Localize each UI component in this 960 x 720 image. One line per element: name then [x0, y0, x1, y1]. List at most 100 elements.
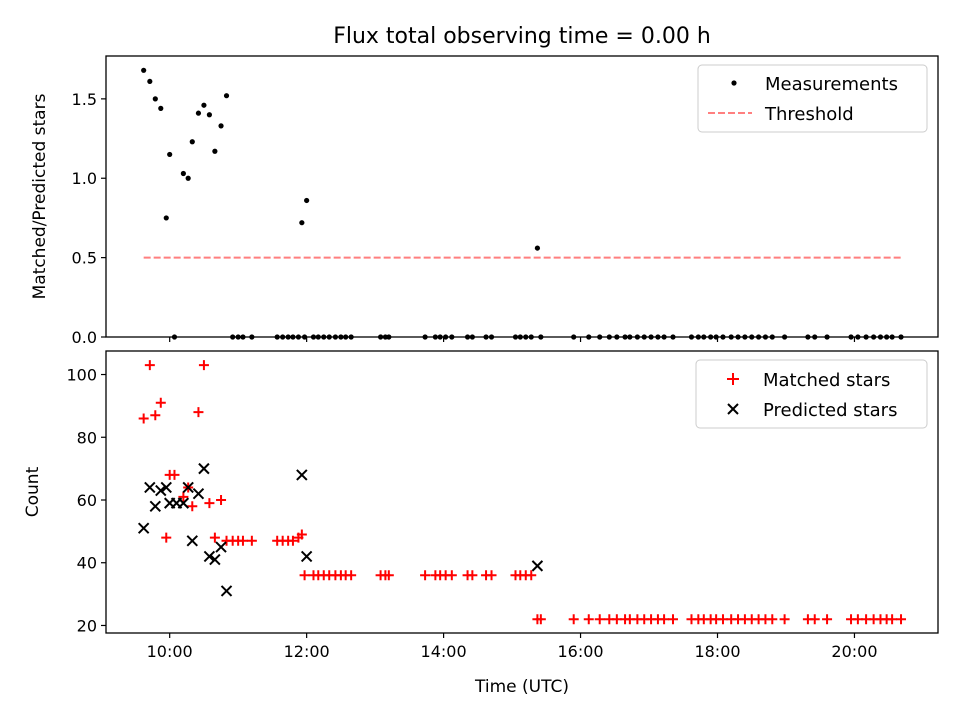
- matched-star-point: [193, 407, 204, 418]
- matched-star-point: [535, 614, 546, 625]
- top-y-tick-label: 1.5: [72, 90, 97, 109]
- measurement-point: [299, 220, 305, 226]
- predicted-star-point: [177, 497, 190, 509]
- matched-star-point: [346, 570, 357, 581]
- measurement-point: [206, 112, 213, 118]
- bottom-plot-marks: [137, 360, 907, 625]
- legend-measurements-label: Measurements: [765, 74, 898, 95]
- measurement-point: [185, 175, 191, 181]
- chart-title: Flux total observing time = 0.00 h: [333, 24, 711, 49]
- legend-threshold-label: Threshold: [764, 104, 854, 125]
- top-y-tick-label: 1.0: [72, 169, 97, 188]
- predicted-star-point: [137, 522, 150, 534]
- matched-star-point: [299, 570, 310, 581]
- legend-measurements-marker: [731, 80, 737, 86]
- bottom-y-tick-label: 40: [77, 554, 97, 573]
- matched-star-point: [178, 491, 189, 502]
- measurement-point: [167, 151, 173, 158]
- measurement-point: [147, 78, 153, 85]
- legend-matched-marker: [727, 373, 739, 385]
- matched-star-point: [246, 535, 257, 546]
- matched-star-point: [287, 535, 298, 546]
- matched-star-point: [822, 614, 833, 625]
- predicted-star-point: [220, 585, 233, 597]
- x-tick-label: 16:00: [557, 642, 603, 661]
- matched-star-point: [659, 614, 670, 625]
- matched-star-point: [486, 570, 497, 581]
- matched-star-point: [568, 614, 579, 625]
- bottom-legend-box: [695, 359, 928, 429]
- legend-matched-label: Matched stars: [763, 370, 890, 391]
- legend-predicted-label: Predicted stars: [763, 400, 897, 421]
- top-axes: 0.0 0.5 1.0 1.5: [72, 90, 856, 347]
- bottom-panel: 20 40 60 80 100 10:00 12:00 14:00 16:00 18:00 20:0…: [23, 350, 939, 697]
- matched-star-point: [155, 397, 166, 408]
- matched-star-point: [420, 570, 431, 581]
- measurement-point: [212, 148, 218, 154]
- x-axis-label: Time (UTC): [474, 677, 569, 697]
- matched-star-point: [209, 532, 220, 543]
- matched-star-point: [169, 469, 180, 480]
- predicted-star-point: [531, 560, 544, 572]
- predicted-star-point: [209, 553, 221, 566]
- matched-star-point: [809, 614, 820, 625]
- predicted-star-point: [182, 481, 194, 494]
- x-tick-label: 10:00: [147, 642, 193, 661]
- top-plot-marks: [141, 67, 904, 340]
- bottom-y-tick-label: 80: [77, 428, 97, 447]
- bottom-legend: Matched stars Predicted stars: [695, 359, 928, 429]
- matched-star-point: [467, 570, 478, 581]
- matched-star-point: [216, 494, 227, 505]
- matched-star-point: [204, 498, 215, 509]
- matched-star-point: [383, 570, 394, 581]
- measurement-point: [189, 139, 195, 145]
- top-legend-box: [697, 64, 928, 133]
- top-y-axis-label: Matched/Predicted stars: [30, 93, 50, 299]
- bottom-axes-frame: [105, 350, 939, 634]
- matched-star-point: [187, 501, 198, 512]
- measurement-point: [180, 170, 186, 177]
- measurement-point: [304, 197, 310, 204]
- x-tick-label: 20:00: [831, 642, 877, 661]
- predicted-star-point: [160, 481, 172, 494]
- matched-star-point: [583, 614, 594, 625]
- predicted-star-point: [296, 469, 308, 481]
- matched-star-point: [896, 614, 907, 625]
- top-axes-frame: [105, 55, 939, 338]
- x-tick-label: 14:00: [421, 642, 467, 661]
- predicted-star-point: [155, 484, 167, 497]
- bottom-y-axis-label: Count: [23, 466, 43, 517]
- measurement-point: [223, 93, 230, 99]
- predicted-star-point: [215, 541, 227, 553]
- matched-star-point: [138, 413, 149, 424]
- matched-star-point: [237, 535, 248, 546]
- predicted-star-point: [203, 550, 216, 563]
- matched-star-point: [161, 532, 172, 543]
- matched-star-point: [667, 614, 678, 625]
- bottom-y-tick-label: 60: [77, 491, 97, 510]
- top-legend: Measurements Threshold: [697, 64, 928, 133]
- measurement-point: [141, 67, 147, 73]
- top-panel: 0.0 0.5 1.0 1.5 Matched/Predicted stars Mea…: [30, 55, 939, 347]
- matched-star-point: [594, 614, 605, 625]
- matched-star-point: [150, 410, 161, 421]
- matched-star-point: [198, 360, 209, 371]
- matched-star-point: [446, 570, 457, 581]
- measurement-point: [218, 123, 224, 129]
- measurement-point: [201, 102, 207, 108]
- legend-predicted-marker: [727, 403, 739, 415]
- predicted-star-point: [186, 535, 198, 547]
- predicted-star-point: [198, 462, 210, 475]
- matched-star-point: [767, 614, 778, 625]
- matched-star-point: [526, 570, 537, 581]
- matched-star-point: [887, 614, 898, 625]
- measurement-point: [152, 96, 158, 102]
- top-y-tick-label: 0.0: [72, 328, 97, 347]
- matched-star-point: [779, 614, 790, 625]
- bottom-y-tick-label: 100: [66, 366, 97, 385]
- top-y-tick-label: 0.5: [72, 249, 97, 268]
- bottom-axes: 20 40 60 80 100 10:00 12:00 14:00 16:00 18:00 20:0…: [66, 366, 877, 661]
- measurement-point: [195, 110, 202, 116]
- predicted-star-point: [300, 550, 313, 563]
